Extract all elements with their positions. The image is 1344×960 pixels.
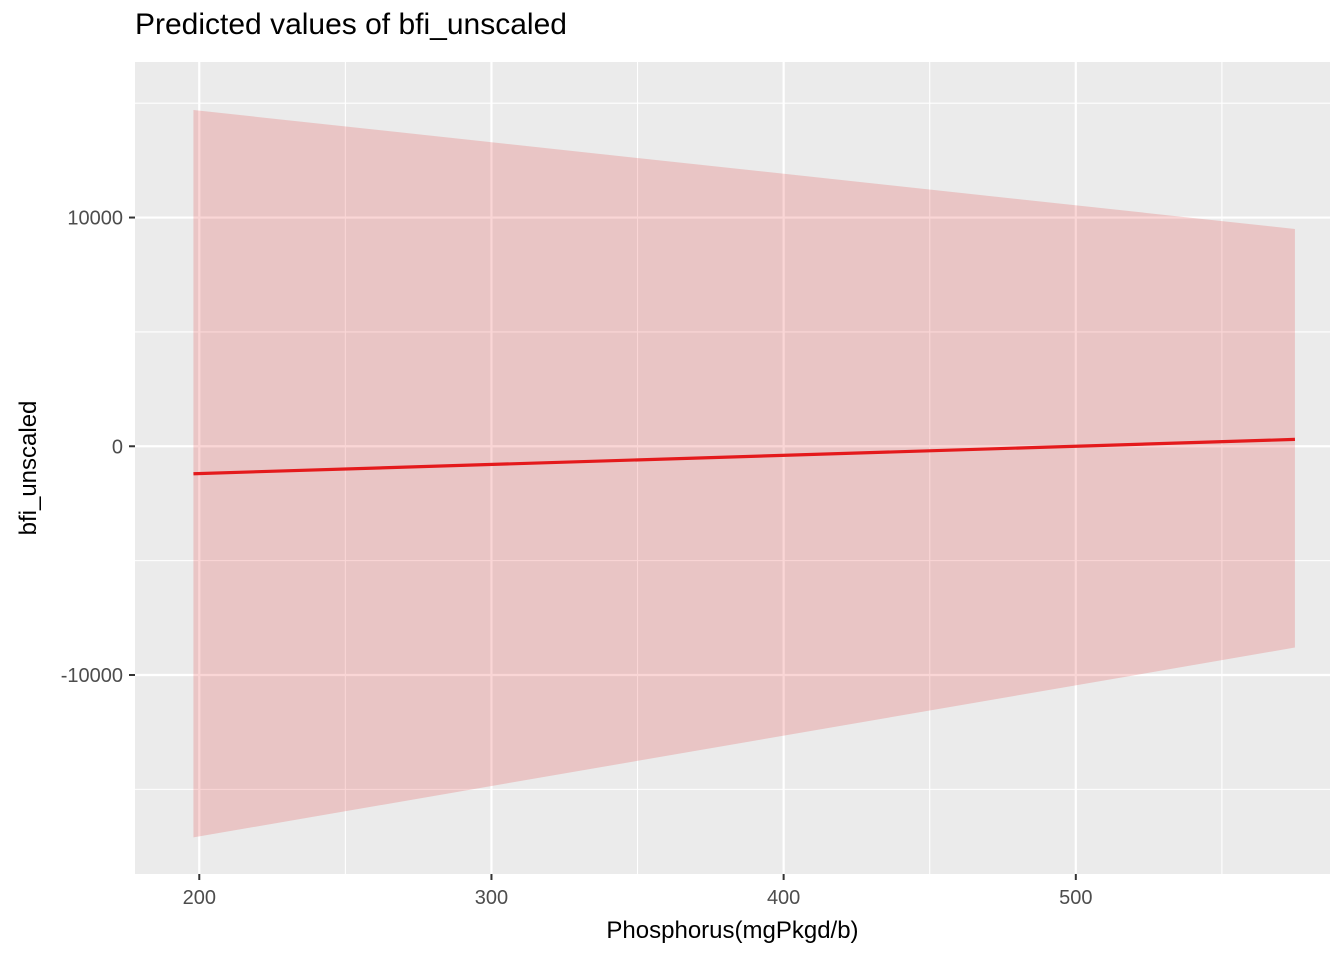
chart-title: Predicted values of bfi_unscaled bbox=[135, 8, 567, 41]
minor-gridlines bbox=[135, 62, 1330, 874]
prediction-line bbox=[193, 437, 1295, 476]
x-tick-label: 300 bbox=[475, 887, 508, 909]
x-tick-label: 400 bbox=[767, 887, 800, 909]
confidence-ribbons bbox=[193, 110, 1295, 838]
y-axis-ticks: -10000 0 10000 bbox=[61, 208, 135, 687]
x-axis-title: Phosphorus(mgPkgd/b) bbox=[606, 917, 858, 944]
y-tick-label: 10000 bbox=[67, 208, 123, 230]
major-gridlines bbox=[135, 62, 1330, 874]
prediction-lines bbox=[193, 437, 1295, 476]
confidence-ribbon bbox=[193, 110, 1295, 838]
y-tick-label: 0 bbox=[112, 436, 123, 458]
y-tick-label: -10000 bbox=[61, 665, 123, 687]
x-tick-label: 200 bbox=[183, 887, 216, 909]
x-tick-label: 500 bbox=[1059, 887, 1092, 909]
x-axis-ticks: 200 300 400 500 bbox=[183, 874, 1092, 909]
y-axis-title: bfi_unscaled bbox=[15, 401, 42, 536]
